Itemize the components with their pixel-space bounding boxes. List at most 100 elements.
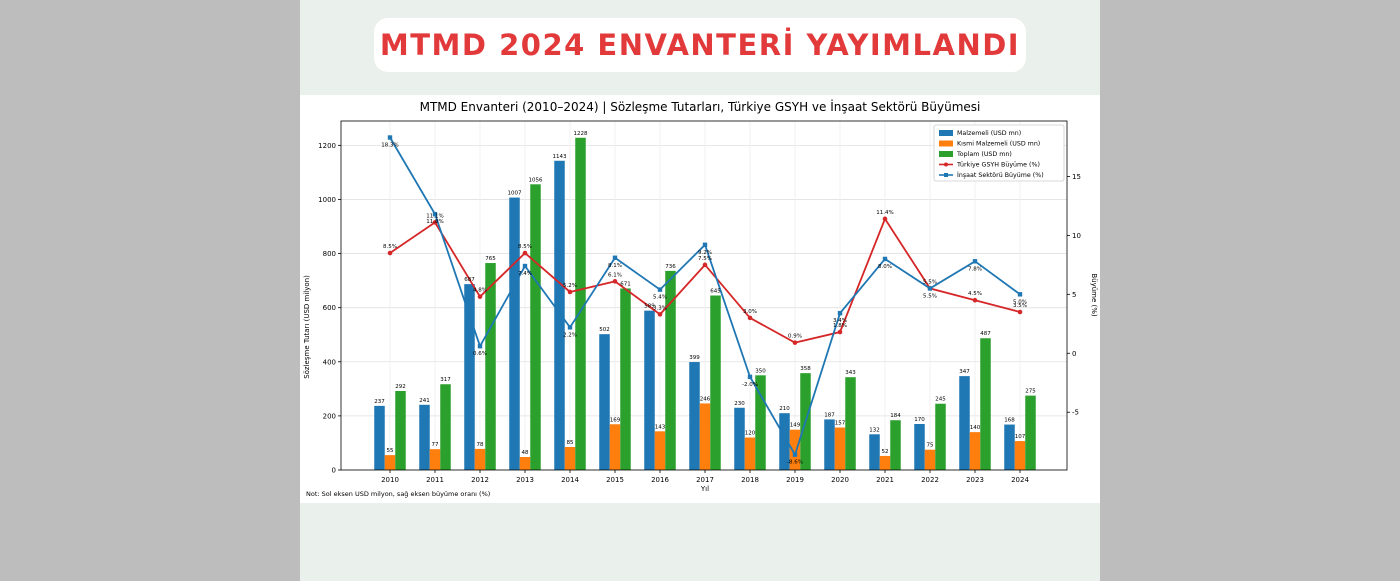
line-point [837,310,843,316]
line-value-label: 5.0% [1013,299,1027,305]
bar-value-label: 671 [620,281,631,287]
bar-value-label: 589 [644,304,655,310]
bar [710,295,721,470]
line-value-label: 7.4% [518,271,532,277]
bar-value-label: 210 [779,406,790,412]
line-point [1017,292,1023,297]
content-panel: MTMD 2024 ENVANTERİ YAYIMLANDI MTMD Enva… [300,0,1100,581]
line-value-label: 2.2% [563,332,577,338]
bar-value-label: 1056 [529,177,543,183]
line-series [387,135,1023,457]
bar-value-label: 170 [914,417,925,423]
bar [879,455,891,470]
bar-value-label: 347 [959,369,970,375]
x-tick-label: 2013 [516,476,534,484]
line-value-label: 5.5% [923,279,937,285]
y2-tick-label: -5 [1072,409,1079,417]
bar [474,448,486,470]
bar [519,457,531,470]
x-tick-label: 2024 [1011,476,1029,484]
bar-value-label: 52 [882,449,889,455]
bar [654,431,666,470]
bar-value-label: 245 [935,397,946,403]
line-point [612,279,618,284]
line-point [387,135,393,140]
bar-value-label: 358 [800,366,811,372]
line-value-label: 8.5% [383,244,397,250]
bar [609,424,621,470]
bar [980,338,991,470]
plot-frame [340,120,1068,471]
bar-value-label: 78 [477,442,484,448]
line-point [657,287,663,292]
bar-value-label: 399 [689,355,700,361]
line-value-label: 6.1% [608,272,622,278]
headline-text: MTMD 2024 ENVANTERİ YAYIMLANDI [379,28,1021,62]
bar [935,403,946,470]
y2-tick-label: 0 [1072,350,1076,358]
bar [1004,424,1015,470]
bar-value-label: 317 [440,377,451,383]
bar-value-label: 687 [464,277,475,283]
bar-value-label: 184 [890,413,901,419]
line-point [972,259,978,264]
bar [554,160,565,470]
y-tick-label: 0 [332,467,336,475]
legend-label: Türkiye GSYH Büyüme (%) [956,162,1040,169]
legend-marker [944,162,948,167]
line-value-label: 4.8% [473,288,487,294]
line-value-label: 11.4% [876,210,893,216]
line-point [522,263,528,269]
bar-value-label: 1143 [553,154,567,160]
bar [644,310,655,470]
line-value-label: 8.5% [518,244,532,250]
line-point [657,312,663,317]
bar [485,263,496,470]
axes: 0 200 400 600 800 1000 1200 -5 0 5 10 15 2010 2011 201… [318,120,1081,484]
line-point [747,315,753,321]
y-axis-label: Sözleşme Tutarı (USD milyon) [303,275,311,379]
bar-value-label: 157 [835,421,846,427]
legend-swatch [939,130,953,136]
line-value-label: 0.6% [473,351,487,357]
legend-box [933,124,1065,182]
x-tick-label: 2010 [381,476,399,484]
bar [419,404,430,470]
bar [395,391,406,470]
bar [699,403,711,470]
legend-label: İnşaat Sektörü Büyüme (%) [957,170,1044,179]
x-tick-label: 2019 [786,476,804,484]
bar [959,376,970,470]
line-value-label: 8.1% [608,263,622,269]
bar [969,432,981,470]
x-tick-label: 2015 [606,476,624,484]
line-value-label: 3.4% [833,318,847,324]
y-tick-label: 200 [323,412,336,420]
bar [924,449,936,470]
bar-value-label: 187 [824,412,835,418]
line-point [387,250,393,256]
bar [689,362,700,470]
legend-label: Toplam (USD mn) [956,151,1012,158]
bar-value-label: 241 [419,398,430,404]
x-tick-label: 2014 [561,476,579,484]
x-tick-label: 2011 [426,476,444,484]
line-value-label: 0.9% [788,334,802,340]
y-tick-label: 600 [323,304,336,312]
x-tick-label: 2018 [741,476,759,484]
line-point [612,255,618,260]
bar-value-label: 55 [387,448,394,454]
bar [779,413,790,470]
bar-value-label: 230 [734,401,745,407]
bar-value-label: 736 [665,264,676,270]
bar [744,437,756,470]
bar [620,288,631,470]
bar [1014,441,1026,470]
bar-value-label: 107 [1015,434,1026,440]
line-value-label: 18.3% [381,143,398,149]
line-value-label: 3.3% [653,305,667,311]
line-point [792,340,798,345]
bar-value-label: 275 [1025,389,1036,395]
bar-value-label: 1007 [508,191,522,197]
bar [464,284,475,470]
